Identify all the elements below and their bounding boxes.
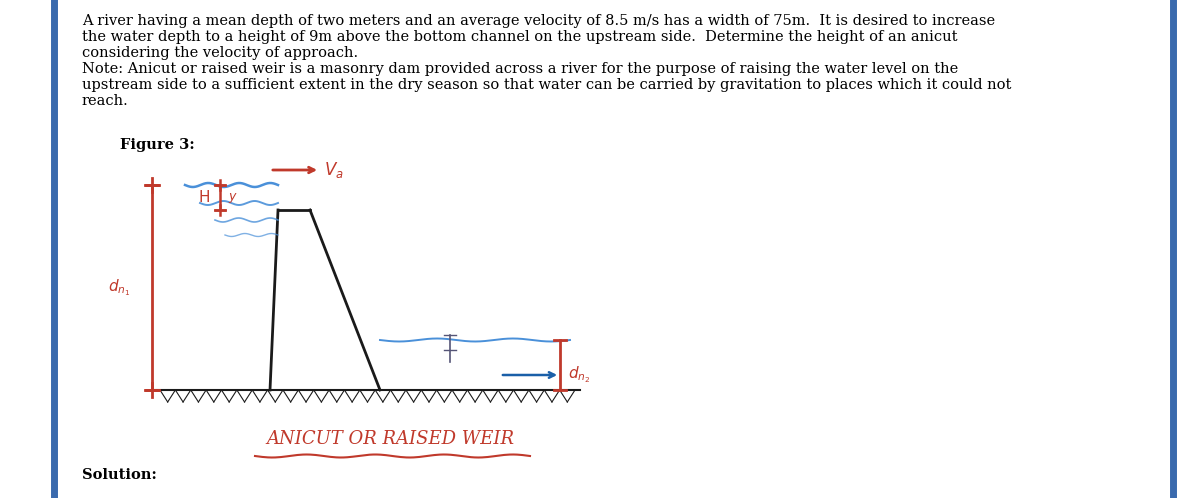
Text: H: H	[198, 190, 210, 205]
Text: y: y	[228, 190, 235, 203]
Text: Note: Anicut or raised weir is a masonry dam provided across a river for the pur: Note: Anicut or raised weir is a masonry…	[82, 62, 959, 76]
Text: Figure 3:: Figure 3:	[120, 138, 194, 152]
Text: $V_a$: $V_a$	[324, 160, 343, 180]
Text: upstream side to a sufficient extent in the dry season so that water can be carr: upstream side to a sufficient extent in …	[82, 78, 1012, 92]
Text: Solution:: Solution:	[82, 468, 157, 482]
Text: A river having a mean depth of two meters and an average velocity of 8.5 m/s has: A river having a mean depth of two meter…	[82, 14, 995, 28]
Text: the water depth to a height of 9m above the bottom channel on the upstream side.: the water depth to a height of 9m above …	[82, 30, 958, 44]
Text: ANICUT OR RAISED WEIR: ANICUT OR RAISED WEIR	[266, 430, 514, 448]
Text: considering the velocity of approach.: considering the velocity of approach.	[82, 46, 358, 60]
Text: reach.: reach.	[82, 94, 128, 108]
Text: $d_{n_2}$: $d_{n_2}$	[568, 365, 590, 385]
Text: $d_{n_1}$: $d_{n_1}$	[108, 277, 130, 298]
